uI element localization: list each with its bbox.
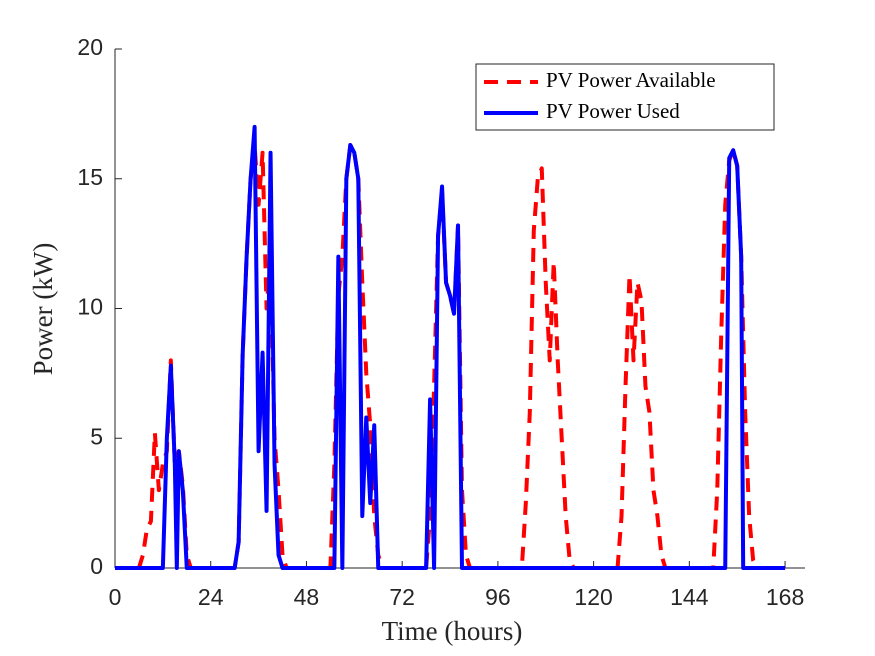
x-axis-label: Time (hours): [382, 616, 523, 646]
x-tick-label: 24: [198, 584, 224, 610]
x-tick-label: 120: [574, 584, 612, 610]
legend-label: PV Power Used: [546, 99, 680, 123]
y-tick-label: 15: [77, 164, 103, 190]
series-line: [115, 124, 786, 570]
series-line: [115, 143, 786, 570]
x-tick-label: 0: [109, 584, 122, 610]
x-tick-label: 48: [294, 584, 320, 610]
x-tick-label: 168: [766, 584, 804, 610]
y-tick-label: 5: [90, 423, 103, 449]
x-tick-label: 72: [389, 584, 415, 610]
y-axis-label: Power (kW): [28, 243, 58, 376]
x-tick-label: 144: [670, 584, 709, 610]
y-tick-label: 10: [77, 294, 103, 320]
y-tick-label: 0: [90, 553, 103, 579]
y-tick-label: 20: [77, 34, 103, 60]
legend-label: PV Power Available: [546, 68, 716, 92]
x-tick-label: 96: [485, 584, 511, 610]
legend-box: [475, 63, 775, 131]
